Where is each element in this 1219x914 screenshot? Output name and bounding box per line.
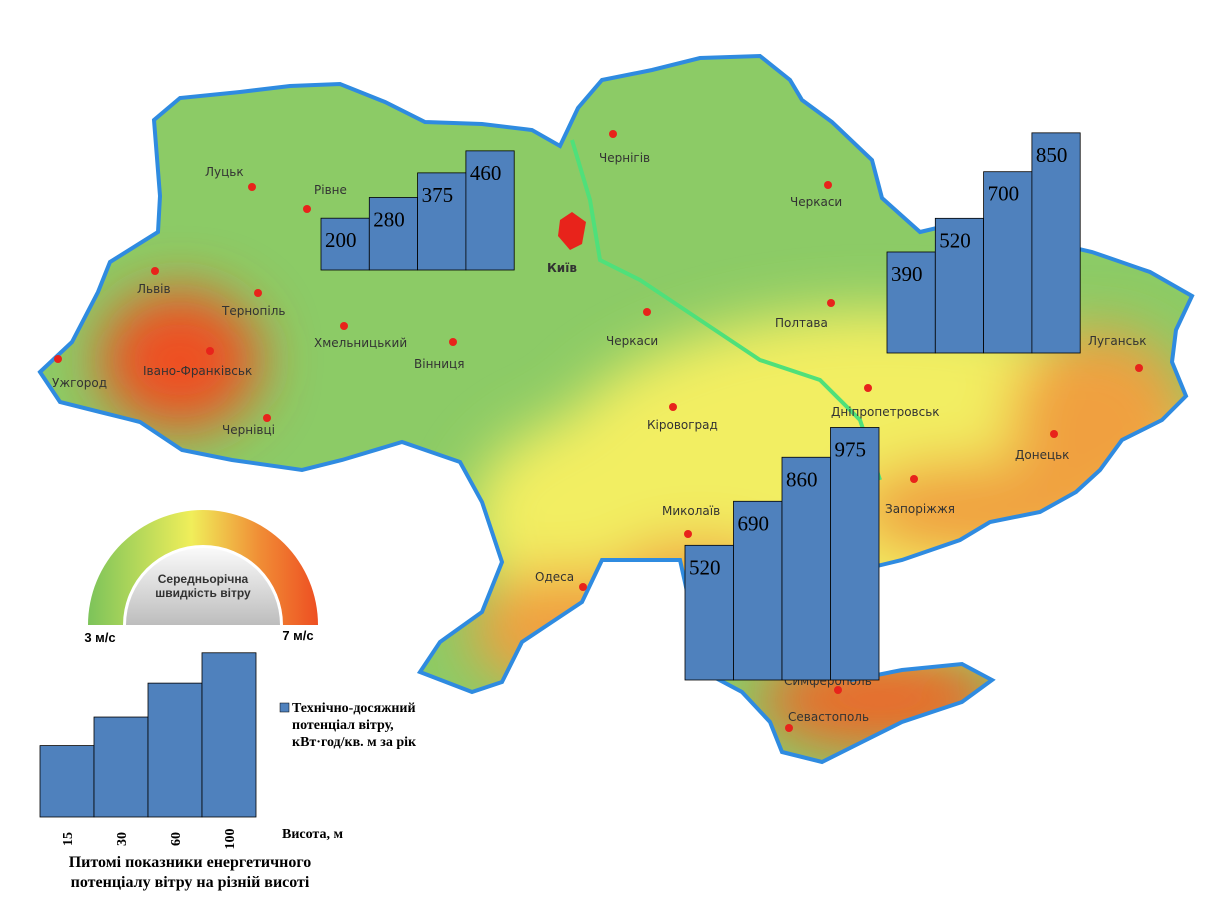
- gauge-center: [126, 548, 280, 625]
- bar-value-label: 700: [988, 182, 1020, 206]
- bar: [368, 197, 418, 271]
- city-label: Хмельницький: [314, 336, 407, 350]
- bar-value-label: 520: [939, 228, 971, 252]
- city-dot: [864, 384, 872, 392]
- bar-value-label: 860: [786, 467, 818, 491]
- wind-gauge: 3 м/с 7 м/с: [84, 510, 318, 645]
- x-tick-label: 30: [115, 832, 130, 846]
- kyiv-area: [558, 212, 586, 250]
- city-dot: [669, 403, 677, 411]
- legend-swatch: [279, 702, 290, 713]
- bar: [93, 716, 149, 818]
- city-label: Миколаїв: [662, 504, 720, 518]
- bar: [147, 682, 203, 818]
- city-label: Луганськ: [1088, 334, 1147, 348]
- city-label: Львів: [137, 282, 171, 296]
- city-label: Чернігів: [599, 151, 650, 165]
- city-label: Севастополь: [788, 710, 869, 724]
- bar-value-label: 375: [422, 183, 454, 207]
- city-dot: [834, 686, 842, 694]
- city-label: Тернопіль: [221, 304, 285, 318]
- bar-charts: 200 280 375 460 390 520 700 850 520 690 860 975 15 30…: [39, 132, 1081, 850]
- city-label: Чернівці: [222, 423, 275, 437]
- city-dot: [824, 181, 832, 189]
- x-tick-label: 60: [169, 832, 184, 846]
- legend-label: Технічно-досяжний потенціал вітру, кВт·г…: [292, 701, 417, 750]
- city-dot: [579, 583, 587, 591]
- city-label: Полтава: [775, 316, 828, 330]
- city-label: Черкаси: [606, 334, 658, 348]
- gauge-min: 3 м/с: [84, 630, 115, 645]
- city-dot: [206, 347, 214, 355]
- city-label: Кіровоград: [647, 418, 718, 432]
- city-label: Черкаси: [790, 195, 842, 209]
- city-label: Рівне: [314, 183, 347, 197]
- city-dot: [449, 338, 457, 346]
- city-label: Луцьк: [205, 165, 244, 179]
- city-label: Одеса: [535, 570, 574, 584]
- city-label: Київ: [547, 261, 577, 275]
- city-label: Дніпропетровськ: [831, 405, 940, 419]
- bar: [39, 745, 95, 818]
- bar: [417, 172, 467, 271]
- bar: [201, 652, 257, 818]
- city-label: Запоріжжя: [885, 502, 955, 516]
- gauge-title: Середньорічна швидкість вітру: [155, 572, 251, 600]
- city-dot: [609, 130, 617, 138]
- gauge-max: 7 м/с: [282, 628, 313, 643]
- bar-value-label: 850: [1036, 143, 1068, 167]
- city-label: Ужгород: [52, 376, 107, 390]
- bar: [934, 217, 984, 354]
- city-dot: [785, 724, 793, 732]
- bar: [830, 427, 880, 681]
- x-axis-label: Висота, м: [282, 827, 344, 842]
- city-dot: [248, 183, 256, 191]
- bar-value-label: 390: [891, 262, 923, 286]
- cities: Луцьк Рівне Львів Тернопіль Хмельницький…: [52, 130, 1147, 732]
- city-dot: [263, 414, 271, 422]
- bar-value-label: 520: [689, 555, 721, 579]
- bar-value-label: 690: [738, 511, 770, 535]
- city-label: Донецьк: [1015, 448, 1069, 462]
- city-dot: [684, 530, 692, 538]
- city-dot: [827, 299, 835, 307]
- city-label: Вінниця: [414, 357, 464, 371]
- bar: [1031, 132, 1081, 354]
- city-dot: [643, 308, 651, 316]
- bar-value-label: 200: [325, 228, 357, 252]
- x-tick-label: 100: [223, 829, 238, 850]
- bar-value-label: 280: [373, 207, 405, 231]
- city-label: Івано-Франківськ: [143, 364, 252, 378]
- bar: [684, 544, 734, 681]
- bar: [781, 456, 831, 681]
- chart-title: Питомі показники енергетичного потенціал…: [68, 854, 312, 891]
- city-dot: [1050, 430, 1058, 438]
- city-dot: [303, 205, 311, 213]
- x-tick-label: 15: [61, 832, 76, 846]
- city-dot: [54, 355, 62, 363]
- city-dot: [254, 289, 262, 297]
- river: [570, 139, 882, 481]
- bar-value-label: 460: [470, 161, 502, 185]
- gauge-ring: [88, 510, 318, 625]
- bar: [465, 150, 515, 271]
- city-dot: [151, 267, 159, 275]
- city-dot: [910, 475, 918, 483]
- bar-value-label: 975: [835, 437, 867, 461]
- city-dot: [1135, 364, 1143, 372]
- city-dot: [340, 322, 348, 330]
